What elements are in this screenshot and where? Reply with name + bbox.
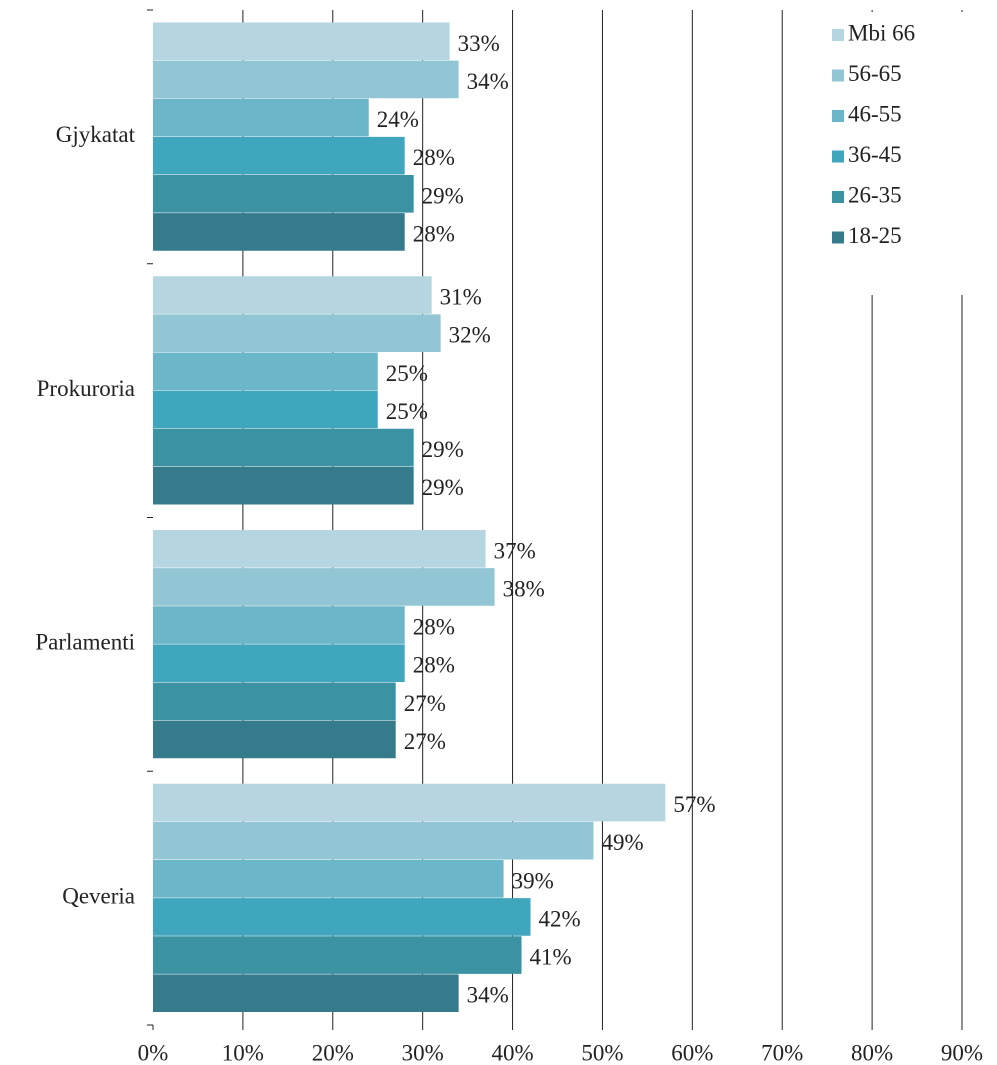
data-label: 32% xyxy=(449,323,491,348)
x-tick-label: 70% xyxy=(761,1040,803,1065)
x-tick-label: 40% xyxy=(491,1040,533,1065)
y-tick-label: Qeveria xyxy=(62,883,135,908)
data-label: 27% xyxy=(404,691,446,716)
bar xyxy=(153,898,531,936)
data-label: 28% xyxy=(413,221,455,246)
data-label: 57% xyxy=(673,792,715,817)
bar xyxy=(153,606,405,644)
legend-label: 46-55 xyxy=(848,101,902,126)
data-label: 29% xyxy=(422,183,464,208)
bar xyxy=(153,428,414,467)
data-label: 34% xyxy=(467,983,509,1008)
bar xyxy=(153,936,522,974)
legend-label: 26-35 xyxy=(848,182,902,207)
data-label: 28% xyxy=(413,615,455,640)
x-tick-label: 60% xyxy=(671,1040,713,1065)
legend-swatch xyxy=(832,69,844,82)
bar xyxy=(153,60,459,99)
legend-label: 18-25 xyxy=(848,223,902,248)
bar xyxy=(153,644,405,682)
x-tick-label: 50% xyxy=(581,1040,623,1065)
data-label: 49% xyxy=(601,830,643,855)
bar xyxy=(153,568,495,606)
data-label: 39% xyxy=(512,868,554,893)
data-label: 28% xyxy=(413,145,455,170)
legend-swatch xyxy=(832,191,844,203)
y-tick-label: Parlamenti xyxy=(35,630,135,655)
bar xyxy=(153,466,414,505)
bar xyxy=(153,175,414,213)
legend-label: 36-45 xyxy=(848,142,902,167)
data-label: 33% xyxy=(458,31,500,56)
bar xyxy=(153,682,396,721)
legend-label: 56-65 xyxy=(848,61,902,86)
legend-swatch xyxy=(832,29,844,41)
data-label: 25% xyxy=(386,361,428,386)
x-tick-label: 80% xyxy=(851,1040,893,1065)
y-tick-label: Prokuroria xyxy=(37,376,135,401)
bar xyxy=(153,720,396,759)
data-label: 37% xyxy=(494,538,536,563)
bar xyxy=(153,860,504,898)
x-tick-label: 10% xyxy=(222,1040,264,1065)
legend-label: Mbi 66 xyxy=(848,20,915,45)
data-label: 29% xyxy=(422,475,464,500)
data-label: 28% xyxy=(413,653,455,678)
bar xyxy=(153,390,378,429)
data-label: 38% xyxy=(503,576,545,601)
bar xyxy=(153,783,666,822)
data-label: 41% xyxy=(530,945,572,970)
data-label: 27% xyxy=(404,729,446,754)
bar xyxy=(153,98,369,137)
bar xyxy=(153,530,486,568)
bar xyxy=(153,352,378,391)
bar xyxy=(153,276,432,314)
legend-swatch xyxy=(832,231,844,244)
bar xyxy=(153,213,405,251)
data-label: 25% xyxy=(386,399,428,424)
data-label: 24% xyxy=(377,107,419,132)
bar xyxy=(153,821,594,860)
data-label: 29% xyxy=(422,437,464,462)
bar xyxy=(153,974,459,1012)
x-tick-label: 90% xyxy=(941,1040,983,1065)
data-label: 31% xyxy=(440,285,482,310)
x-tick-label: 20% xyxy=(312,1040,354,1065)
x-tick-label: 30% xyxy=(402,1040,444,1065)
y-tick-label: Gjykatat xyxy=(56,122,136,147)
data-label: 34% xyxy=(467,69,509,94)
bar xyxy=(153,22,450,61)
legend-swatch xyxy=(832,110,844,122)
data-label: 42% xyxy=(539,906,581,931)
legend-swatch xyxy=(832,150,844,163)
bar xyxy=(153,136,405,175)
bar xyxy=(153,314,441,352)
legend-background xyxy=(824,12,984,295)
x-tick-label: 0% xyxy=(138,1040,169,1065)
